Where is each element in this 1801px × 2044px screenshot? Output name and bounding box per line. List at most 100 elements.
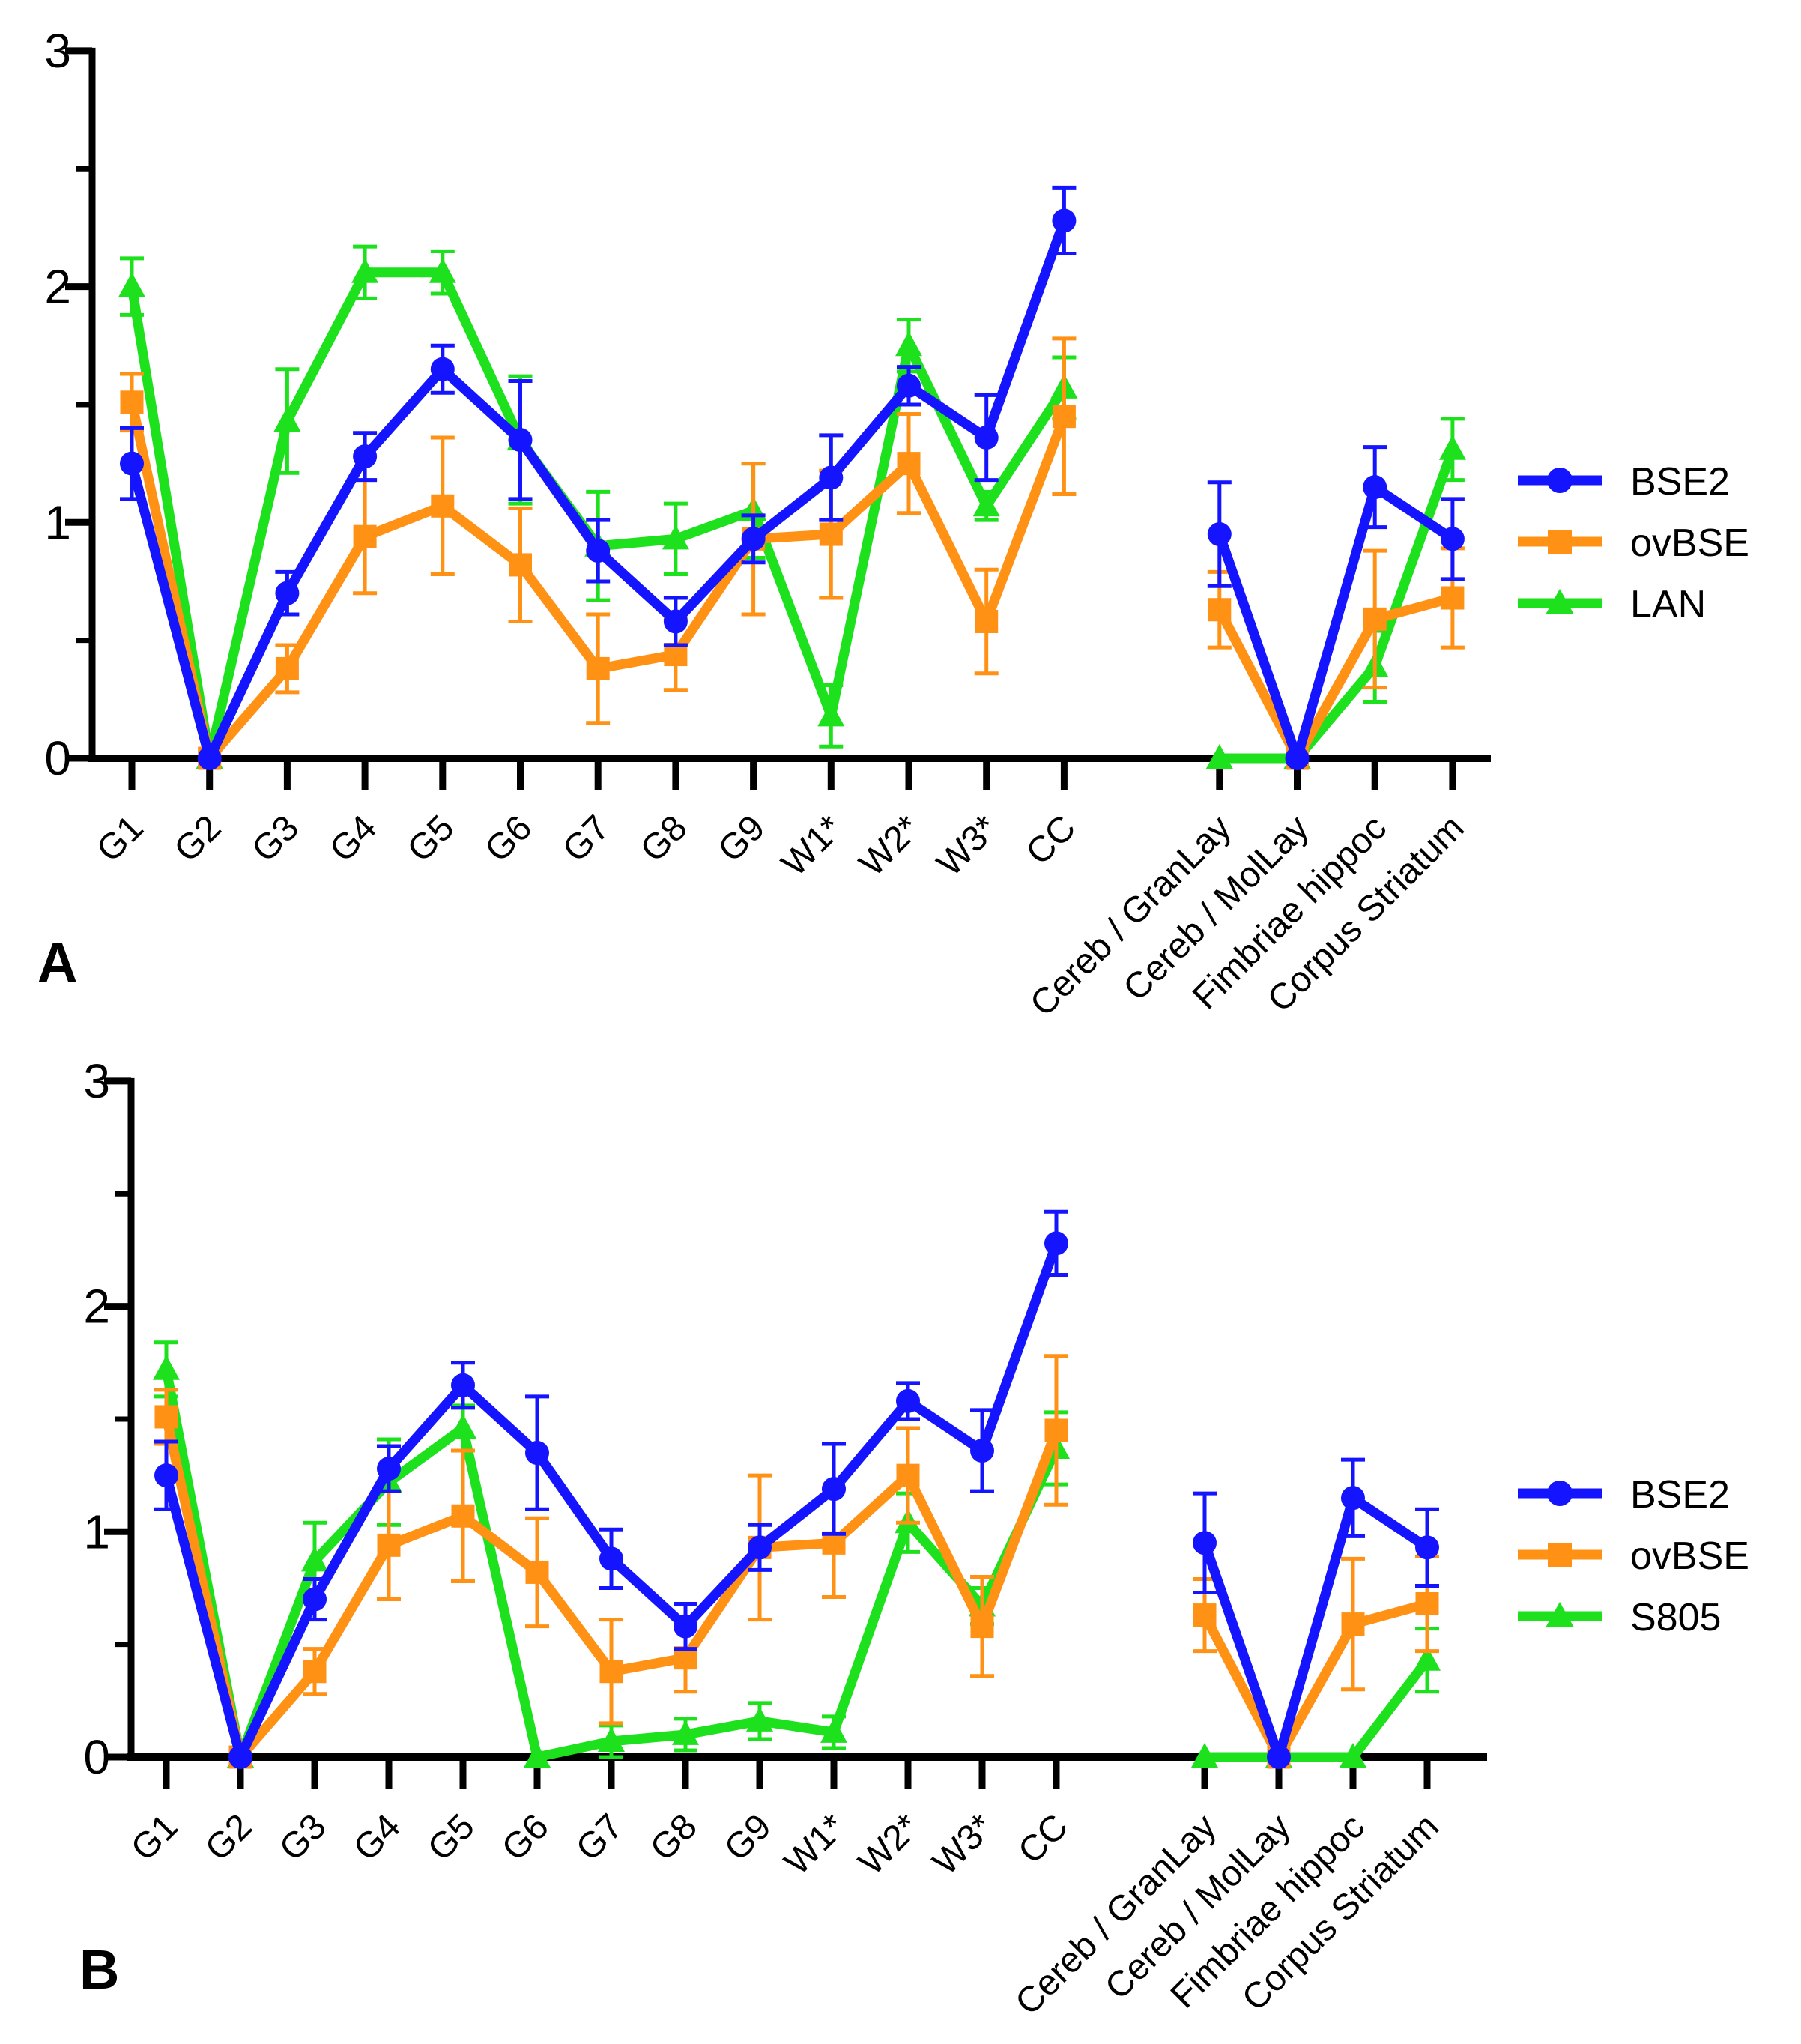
square-marker-icon <box>275 656 299 680</box>
circle-marker-icon <box>1440 527 1465 551</box>
square-marker-icon <box>1052 405 1076 429</box>
circle-marker-icon <box>748 1535 772 1560</box>
circle-marker-icon <box>1267 1745 1291 1769</box>
circle-marker-icon <box>822 1477 846 1502</box>
circle-marker-icon <box>1285 746 1310 770</box>
legend-item-bse2: BSE2 <box>1515 451 1749 512</box>
triangle-marker-icon <box>524 1743 551 1768</box>
square-marker-icon <box>525 1560 549 1584</box>
square-marker-icon <box>975 609 999 633</box>
legend-panel-a: BSE2 ovBSE LAN <box>1515 451 1749 635</box>
y-tick-label: 2 <box>83 1280 110 1334</box>
square-marker-icon <box>897 452 921 476</box>
series-line <box>1219 447 1458 764</box>
square-marker-icon <box>1208 598 1232 622</box>
series-ovbse <box>120 336 1465 770</box>
series-ovbse <box>154 1354 1439 1769</box>
y-tick-label: 0 <box>44 731 71 785</box>
circle-marker-icon <box>1415 1535 1439 1560</box>
triangle-marker-icon <box>1438 435 1466 460</box>
square-marker-icon <box>586 656 610 680</box>
x-tick-label: G6 <box>494 1806 557 1869</box>
triangle-marker-icon <box>429 258 456 283</box>
circle-marker-icon <box>508 428 533 453</box>
y-tick-label: 3 <box>44 24 71 78</box>
circle-marker-icon <box>897 373 921 398</box>
x-tick-label: W3* <box>930 808 1006 884</box>
y-tick-label: 1 <box>44 495 71 549</box>
square-marker-icon <box>1518 529 1602 554</box>
square-marker-icon <box>1193 1603 1217 1627</box>
legend-item-ovbse: ovBSE <box>1515 1526 1749 1587</box>
legend-label: BSE2 <box>1630 460 1730 504</box>
square-marker-icon <box>1044 1418 1068 1442</box>
x-tick-label: W1* <box>777 1806 853 1883</box>
circle-marker-icon <box>228 1745 252 1769</box>
legend-item-s805: S805 <box>1515 1587 1749 1648</box>
panel-b-letter: B <box>79 1938 120 2001</box>
circle-marker-icon <box>154 1463 178 1488</box>
square-marker-icon <box>431 494 455 518</box>
square-marker-icon <box>1515 1538 1605 1575</box>
series-line <box>1215 593 1454 764</box>
triangle-marker-icon <box>351 258 379 283</box>
circle-marker-icon <box>599 1546 623 1571</box>
triangle-marker-icon <box>746 1706 773 1732</box>
circle-marker-icon <box>1515 1477 1605 1514</box>
square-marker-icon <box>154 1405 178 1429</box>
x-tick-label: W3* <box>925 1806 1002 1883</box>
series-line <box>1205 1657 1432 1762</box>
square-marker-icon <box>970 1615 994 1639</box>
series-line <box>1214 482 1456 764</box>
circle-marker-icon <box>430 357 455 381</box>
legend-label: BSE2 <box>1630 1473 1730 1517</box>
square-marker-icon <box>1515 525 1605 562</box>
circle-marker-icon <box>353 444 378 469</box>
y-tick-label: 0 <box>83 1730 110 1784</box>
square-marker-icon <box>353 524 377 548</box>
legend-panel-b: BSE2 ovBSE S805 <box>1515 1464 1749 1648</box>
series-line <box>1199 1493 1430 1762</box>
triangle-marker-icon <box>662 524 689 550</box>
series-bse2 <box>120 185 1465 770</box>
circle-marker-icon <box>674 1614 697 1639</box>
x-tick-label: CC <box>1019 808 1083 872</box>
y-tick-label: 2 <box>44 260 71 314</box>
triangle-marker-icon <box>817 701 845 727</box>
x-tick-label: G4 <box>322 808 384 870</box>
triangle-marker-icon <box>1191 1743 1218 1768</box>
x-tick-label: G3 <box>244 808 306 870</box>
legend-item-lan: LAN <box>1515 574 1749 635</box>
circle-marker-icon <box>1363 475 1387 500</box>
circle-marker-icon <box>275 581 300 605</box>
triangle-marker-icon <box>972 492 1000 517</box>
x-tick-label: G7 <box>555 808 617 870</box>
triangle-marker-icon <box>450 1413 476 1439</box>
square-marker-icon <box>1341 1612 1365 1636</box>
x-tick-label: G6 <box>478 808 540 870</box>
triangle-marker-icon <box>820 1717 847 1743</box>
circle-marker-icon <box>586 539 611 563</box>
square-marker-icon <box>120 390 144 414</box>
circle-marker-icon <box>663 609 688 634</box>
circle-marker-icon <box>1341 1486 1365 1511</box>
triangle-marker-icon <box>1414 1645 1441 1671</box>
triangle-marker-icon <box>1515 587 1605 623</box>
circle-marker-icon <box>120 451 144 476</box>
circle-marker-icon <box>303 1587 327 1612</box>
square-marker-icon <box>509 553 532 577</box>
triangle-marker-icon <box>273 406 301 432</box>
circle-marker-icon <box>970 1439 994 1463</box>
circle-marker-icon <box>1193 1531 1217 1555</box>
triangle-marker-icon <box>1205 744 1233 769</box>
y-tick-label: 1 <box>83 1505 110 1558</box>
triangle-marker-icon <box>672 1720 699 1745</box>
x-tick-label: W2* <box>851 1806 927 1883</box>
square-marker-icon <box>819 522 843 546</box>
x-tick-label: G4 <box>346 1806 408 1869</box>
circle-marker-icon <box>377 1457 401 1481</box>
x-tick-label: G7 <box>569 1806 631 1869</box>
triangle-marker-icon <box>1340 1743 1366 1768</box>
